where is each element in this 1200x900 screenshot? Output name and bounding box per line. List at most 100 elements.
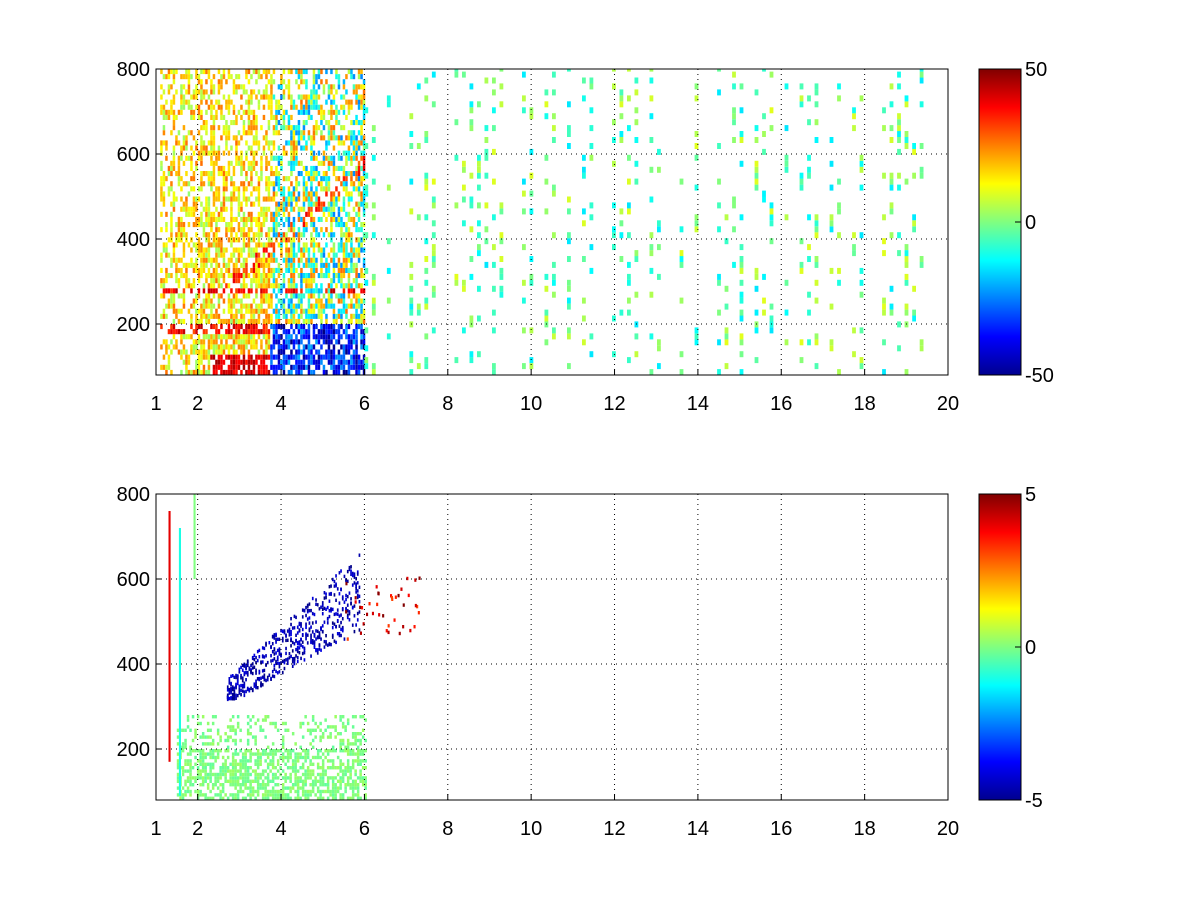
- heatmap-cell: [275, 130, 278, 136]
- heatmap-cell: [338, 632, 341, 636]
- heatmap-cell: [267, 283, 271, 289]
- heatmap-cell: [226, 779, 230, 783]
- heatmap-cell: [247, 247, 251, 253]
- heatmap-cell: [182, 359, 186, 365]
- heatmap-cell: [297, 130, 301, 136]
- heatmap-cell: [717, 279, 721, 286]
- heatmap-cell: [264, 735, 267, 739]
- heatmap-cell: [182, 104, 186, 110]
- heatmap-cell: [271, 789, 275, 794]
- heatmap-cell: [205, 329, 208, 335]
- heatmap-cell: [286, 776, 290, 780]
- heatmap-cell: [799, 184, 804, 191]
- heatmap-cell: [340, 620, 342, 625]
- heatmap-cell: [272, 339, 276, 345]
- heatmap-cell: [270, 298, 273, 304]
- heatmap-cell: [265, 354, 268, 360]
- heatmap-cell: [192, 242, 196, 248]
- heatmap-cell: [273, 657, 276, 661]
- heatmap-cell: [235, 232, 238, 238]
- heatmap-cell: [694, 220, 699, 227]
- heatmap-cell: [265, 339, 268, 345]
- heatmap-cell: [239, 769, 242, 773]
- heatmap-cell: [176, 762, 180, 766]
- heatmap-cell: [320, 130, 323, 136]
- heatmap-cell: [329, 732, 332, 736]
- heatmap-cell: [281, 796, 285, 800]
- heatmap-cell: [739, 160, 744, 167]
- heatmap-cell: [271, 766, 275, 770]
- heatmap-cell: [739, 261, 744, 268]
- heatmap-cell: [361, 606, 364, 610]
- heatmap-cell: [333, 579, 336, 584]
- heatmap-cell: [340, 227, 343, 233]
- heatmap-cell: [256, 779, 260, 783]
- heatmap-cell: [252, 318, 256, 324]
- heatmap-cell: [207, 181, 211, 187]
- heatmap-cell: [522, 190, 526, 197]
- heatmap-cell: [231, 779, 235, 783]
- heatmap-cell: [334, 776, 337, 780]
- heatmap-cell: [300, 267, 303, 273]
- heatmap-cell: [160, 109, 163, 115]
- heatmap-cell: [582, 77, 586, 84]
- heatmap-cell: [327, 201, 331, 207]
- heatmap-cell: [290, 206, 293, 212]
- heatmap-cell: [215, 186, 218, 192]
- heatmap-cell: [215, 150, 218, 156]
- heatmap-cell: [342, 262, 346, 268]
- heatmap-cell: [205, 69, 208, 75]
- heatmap-cell: [327, 303, 331, 309]
- heatmap-cell: [350, 99, 353, 105]
- heatmap-cell: [350, 216, 353, 222]
- heatmap-cell: [192, 186, 196, 192]
- heatmap-cell: [344, 786, 347, 790]
- heatmap-cell: [290, 99, 293, 105]
- heatmap-cell: [224, 738, 227, 743]
- heatmap-cell: [316, 762, 320, 766]
- heatmap-cell: [387, 624, 390, 628]
- heatmap-cell: [207, 313, 211, 319]
- heatmap-cell: [232, 354, 236, 360]
- heatmap-cell: [250, 339, 253, 345]
- heatmap-cell: [295, 252, 298, 258]
- heatmap-cell: [227, 104, 231, 110]
- heatmap-cell: [327, 273, 331, 279]
- heatmap-cell: [325, 303, 328, 309]
- heatmap-cell: [187, 79, 191, 85]
- heatmap-cell: [297, 232, 301, 238]
- heatmap-cell: [859, 166, 864, 173]
- heatmap-cell: [259, 725, 262, 729]
- heatmap-cell: [295, 150, 298, 156]
- heatmap-cell: [196, 749, 200, 753]
- heatmap-cell: [282, 273, 286, 279]
- heatmap-cell: [195, 201, 198, 207]
- heatmap-cell: [234, 762, 237, 766]
- heatmap-cell: [165, 349, 168, 355]
- heatmap-cell: [187, 99, 191, 105]
- heatmap-cell: [184, 762, 187, 766]
- heatmap-cell: [190, 74, 193, 80]
- heatmap-cell: [325, 329, 328, 335]
- heatmap-cell: [231, 766, 235, 770]
- heatmap-cell: [264, 789, 267, 794]
- heatmap-cell: [306, 772, 310, 777]
- heatmap-cell: [277, 181, 281, 187]
- heatmap-cell: [285, 288, 288, 294]
- heatmap-cell: [290, 242, 293, 248]
- heatmap-cell: [310, 308, 313, 314]
- heatmap-cell: [205, 171, 208, 177]
- heatmap-cell: [332, 211, 336, 217]
- heatmap-cell: [276, 793, 280, 797]
- heatmap-cell: [202, 257, 206, 263]
- heatmap-cell: [299, 752, 302, 756]
- heatmap-cell: [332, 216, 336, 222]
- heatmap-cell: [197, 247, 201, 253]
- heatmap-cell: [292, 293, 296, 299]
- heatmap-cell: [386, 297, 391, 304]
- heatmap-cell: [229, 779, 232, 783]
- heatmap-cell: [361, 783, 365, 787]
- heatmap-cell: [919, 261, 924, 268]
- heatmap-cell: [185, 145, 188, 151]
- heatmap-cell: [265, 344, 268, 350]
